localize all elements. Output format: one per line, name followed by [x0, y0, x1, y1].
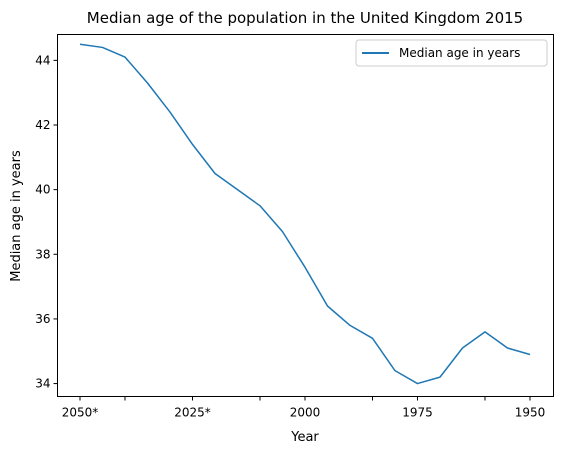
y-tick-label: 36	[35, 312, 50, 326]
y-tick-label: 42	[35, 118, 50, 132]
x-tick-label: 2050*	[62, 406, 99, 420]
y-tick-label: 40	[35, 183, 50, 197]
x-axis-ticks: 2050* 2025* 2000 1975 1950	[62, 396, 546, 420]
y-tick-label: 44	[35, 53, 50, 67]
legend-box	[355, 39, 548, 67]
x-tick-label: 1950	[515, 406, 546, 420]
chart-title: Median age of the population in the Unit…	[87, 9, 523, 27]
plot-area	[79, 43, 531, 385]
plot-frame	[57, 34, 554, 397]
y-tick-label: 38	[35, 247, 50, 261]
legend: Median age in years	[355, 39, 548, 67]
x-tick-label: 2025*	[174, 406, 211, 420]
x-tick-label: 1975	[402, 406, 433, 420]
y-axis-label: Median age in years	[9, 150, 24, 282]
series-line-median-age	[79, 43, 531, 385]
y-tick-label: 34	[35, 377, 50, 391]
y-axis-ticks: 34 36 38 40 42 44	[35, 53, 58, 391]
legend-label: Median age in years	[399, 46, 520, 60]
x-tick-label: 2000	[290, 406, 321, 420]
x-axis-label: Year	[290, 430, 319, 445]
